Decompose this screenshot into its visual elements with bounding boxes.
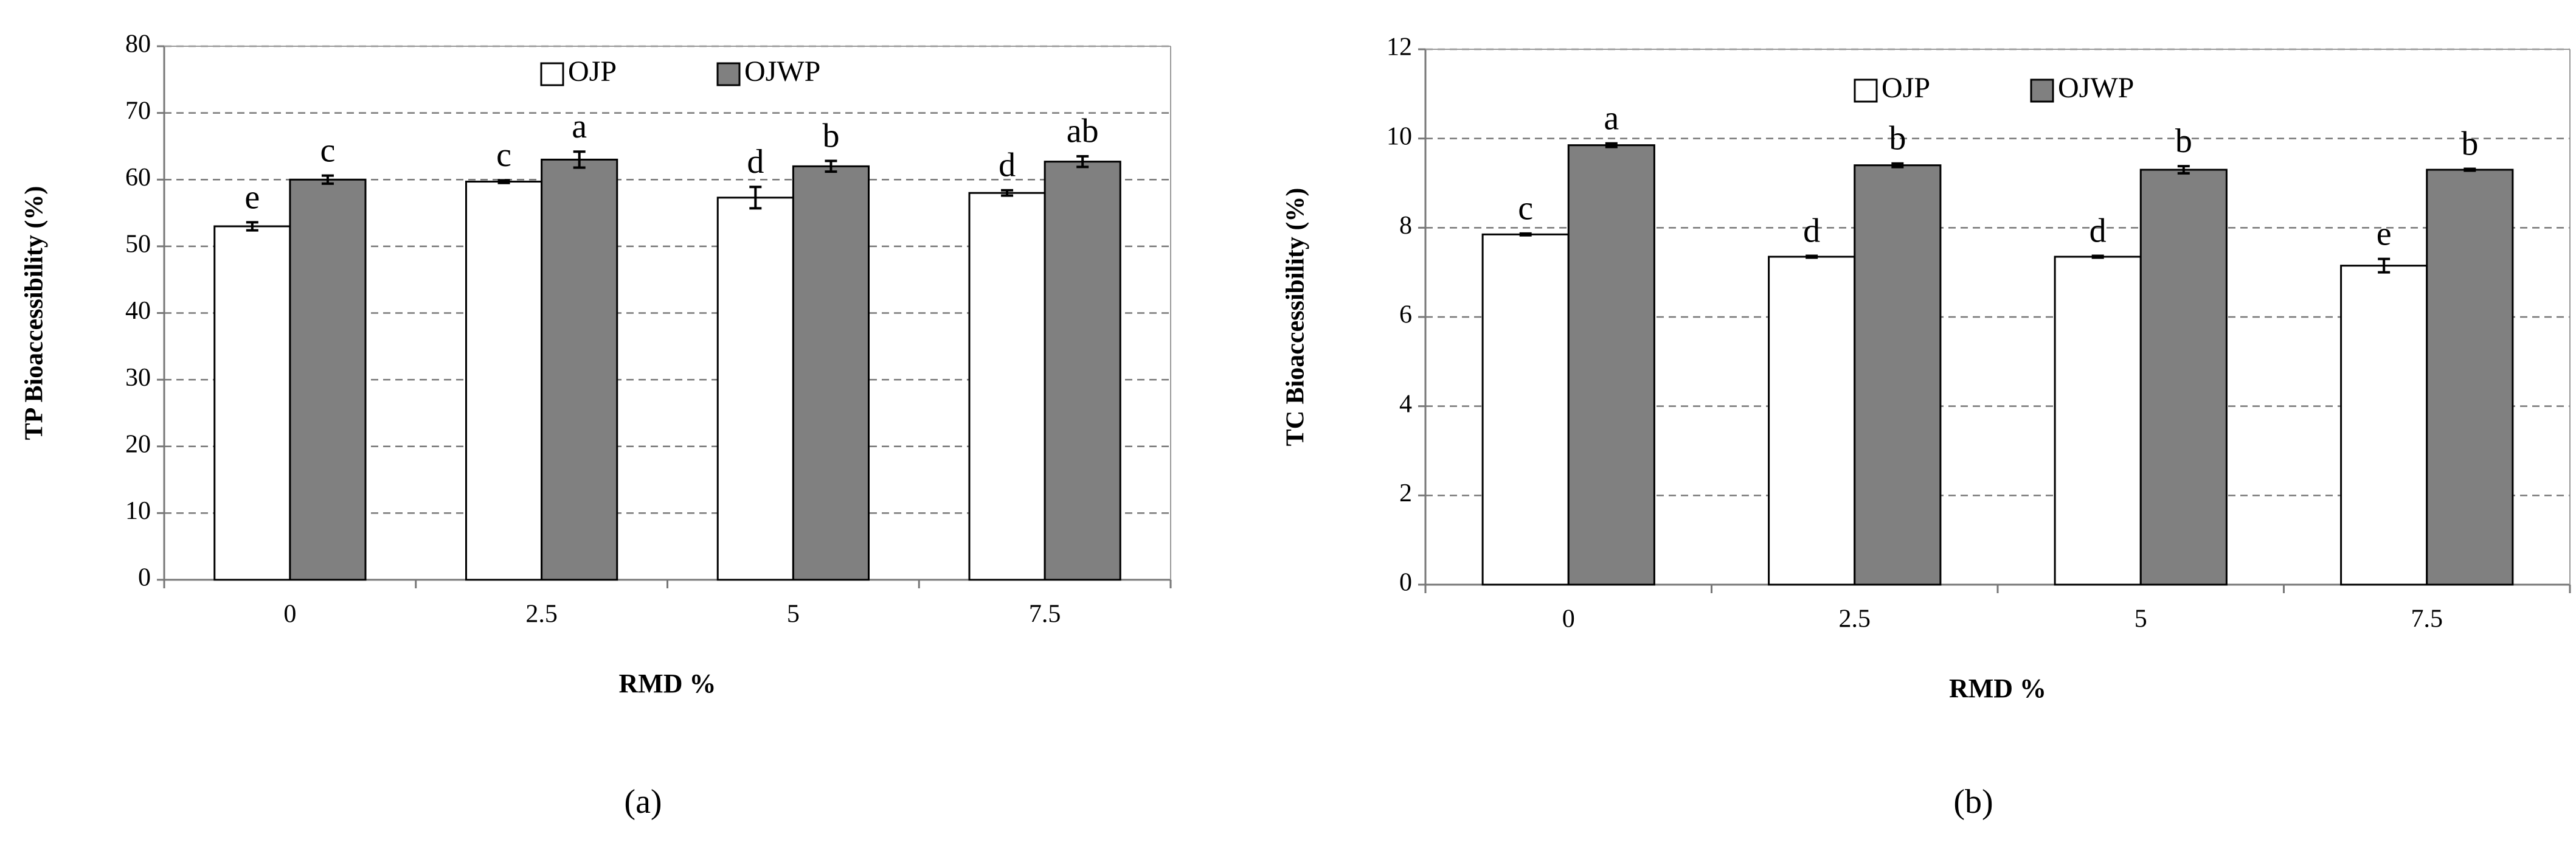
x-tick-label: 0 [283,600,296,628]
significance-label: d [1803,212,1820,249]
bar [2426,169,2514,586]
bar [968,192,1046,581]
y-tick-label: 4 [1399,390,1412,418]
significance-label: d [2090,212,2107,249]
y-tick-label: 10 [1387,122,1412,150]
y-tick-label: 0 [138,564,151,592]
y-tick-label: 2 [1399,479,1412,507]
bar [1768,256,1856,586]
bar [2139,169,2228,586]
y-axis-title: TC Bioaccessibility (%) [1282,188,1310,447]
x-tick-label: 2.5 [1839,605,1871,633]
significance-label: e [244,178,260,216]
legend-swatch [540,62,564,86]
y-tick-label: 12 [1387,33,1412,61]
caption: (b) [1953,783,1993,821]
legend-label: OJP [568,55,617,88]
significance-label: e [2377,215,2392,253]
significance-label: a [572,108,587,145]
caption: (a) [624,783,662,821]
y-tick-label: 80 [125,30,151,58]
bar [1481,233,1570,586]
x-axis-title: RMD % [618,669,716,698]
bar [289,178,367,581]
bar [465,181,543,581]
y-tick-label: 70 [125,97,151,125]
legend-label: OJP [1882,72,1930,104]
significance-label: b [2175,122,2192,160]
y-axis-title: TP Bioaccessibility (%) [21,186,49,440]
legend-label: OJWP [744,55,820,88]
legend-swatch [1854,78,1878,103]
bar [213,225,291,581]
x-tick-label: 2.5 [525,600,558,628]
x-tick-label: 5 [787,600,800,628]
bar [1044,161,1121,581]
x-tick-label: 7.5 [1029,600,1061,628]
y-tick-label: 0 [1399,569,1412,597]
y-tick-label: 50 [125,231,151,259]
significance-label: a [1604,100,1619,137]
bar [2054,256,2142,586]
y-tick-label: 8 [1399,212,1412,240]
x-axis-title: RMD % [1949,673,2046,703]
y-tick-label: 40 [125,297,151,325]
significance-label: c [320,132,336,170]
y-tick-label: 10 [125,497,151,525]
legend-swatch [716,62,741,86]
legend-swatch [2030,78,2054,103]
significance-label: ab [1067,113,1099,150]
significance-label: d [999,147,1016,184]
x-tick-label: 0 [1562,605,1575,633]
bar [1567,144,1655,586]
bar [1854,164,1942,586]
significance-label: b [1889,120,1906,158]
bar [792,165,870,581]
bar [2340,265,2428,586]
x-tick-label: 5 [2135,605,2147,633]
significance-label: b [2461,125,2478,162]
y-tick-label: 6 [1399,301,1412,329]
x-tick-label: 7.5 [2411,605,2443,633]
y-tick-label: 30 [125,364,151,392]
bar [716,197,794,581]
significance-label: b [822,117,839,155]
y-tick-label: 20 [125,430,151,458]
bar [541,158,618,581]
legend-label: OJWP [2058,72,2134,104]
significance-label: c [496,136,511,174]
significance-label: c [1518,190,1533,228]
significance-label: d [747,143,764,181]
y-tick-label: 60 [125,164,151,192]
